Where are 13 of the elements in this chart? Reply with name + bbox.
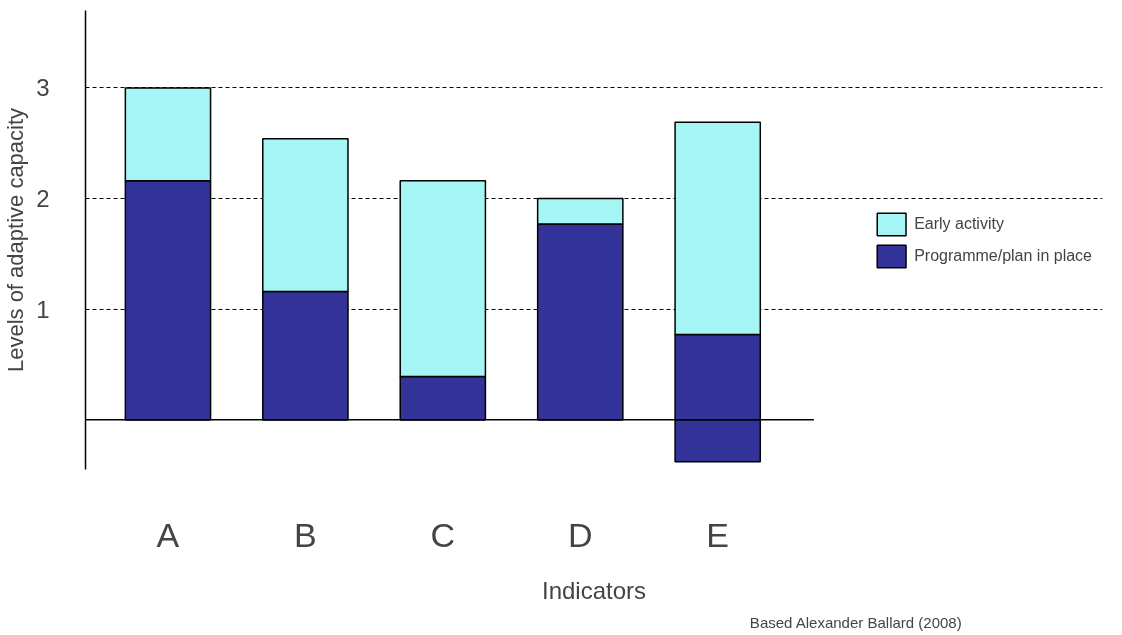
x-tick-label: E bbox=[706, 515, 730, 554]
y-tick-label: 2 bbox=[36, 185, 50, 213]
x-tick-label: B bbox=[294, 515, 317, 554]
y-axis-title: Levels of adaptive capacity bbox=[3, 107, 29, 373]
y-tick-label: 1 bbox=[36, 295, 50, 323]
x-tick-label: C bbox=[430, 515, 456, 554]
x-tick-label: D bbox=[567, 515, 593, 554]
legend-label: Early activity bbox=[914, 214, 1005, 233]
y-tick-label: 3 bbox=[36, 74, 50, 102]
legend-label: Programme/plan in place bbox=[914, 246, 1092, 265]
x-tick-label: A bbox=[156, 515, 180, 554]
text: Based Alexander Ballard (2008) bbox=[749, 613, 962, 631]
x-axis-title: Indicators bbox=[541, 576, 647, 604]
